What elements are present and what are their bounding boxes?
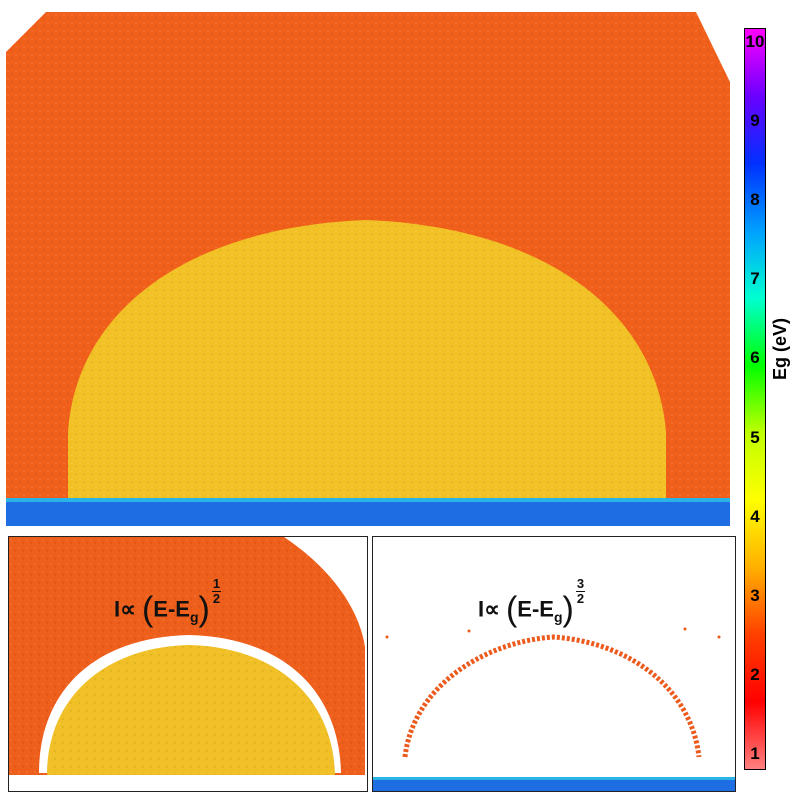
panel-half-power: I∝ (E-Eg) 1 2 — [8, 536, 368, 792]
three-half-power-map-image — [373, 627, 735, 791]
main-bandgap-map — [6, 12, 730, 526]
panel-three-half-power: I∝ (E-Eg) 3 2 — [372, 536, 736, 792]
colorbar — [744, 28, 766, 770]
colorbar-tick-8: 8 — [750, 190, 760, 210]
colorbar-tick-1: 1 — [750, 744, 760, 763]
colorbar-tick-7: 7 — [750, 269, 760, 289]
substrate-band — [6, 498, 730, 526]
colorbar-tick-10: 10 — [745, 32, 765, 51]
colorbar-tick-9: 9 — [750, 111, 760, 131]
formula-half-power: I∝ (E-Eg) 1 2 — [114, 576, 222, 629]
half-power-map-image — [9, 537, 367, 791]
colorbar-tick-3: 3 — [750, 585, 760, 605]
colorbar-label: Eg (eV) — [770, 317, 790, 380]
formula-three-half-power: I∝ (E-Eg) 3 2 — [478, 576, 586, 629]
colorbar-tick-2: 2 — [750, 664, 760, 684]
colorbar-tick-4: 4 — [750, 506, 760, 526]
colorbar-tick-6: 6 — [750, 348, 760, 368]
main-map-image — [6, 12, 730, 526]
colorbar-tick-5: 5 — [750, 427, 760, 447]
